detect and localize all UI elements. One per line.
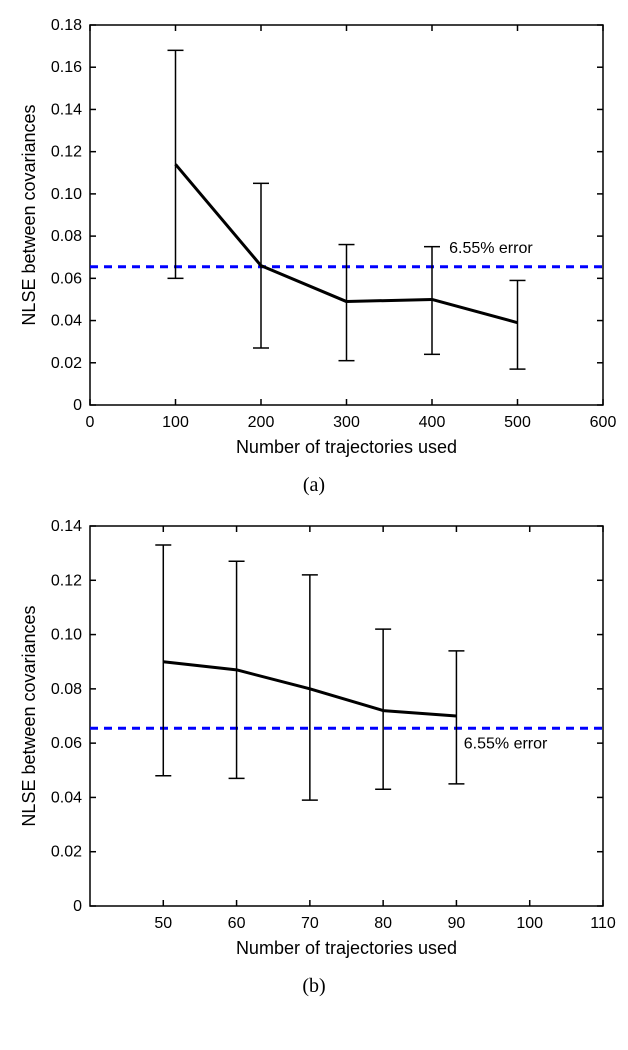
- panel-b: 50 60 70 80 90 100 110 0 0.02 0.04 0.06 0.08 0.10 0.1…: [10, 511, 618, 998]
- svg-text:90: 90: [448, 915, 466, 932]
- svg-text:0.16: 0.16: [51, 59, 82, 76]
- svg-text:6.55% error: 6.55% error: [464, 736, 548, 753]
- svg-text:100: 100: [162, 414, 189, 431]
- figure-container: 010020030040050060000.020.040.060.080.10…: [10, 10, 618, 998]
- svg-text:0.18: 0.18: [51, 17, 82, 34]
- svg-text:0.04: 0.04: [51, 313, 82, 330]
- svg-text:0: 0: [86, 414, 95, 431]
- panel-a: 0 100 200 300 400 500 600 0 0.02 0.04 0.06 0.08 0.10…: [10, 10, 618, 497]
- svg-text:0.10: 0.10: [51, 627, 82, 644]
- svg-text:300: 300: [333, 414, 360, 431]
- svg-text:400: 400: [419, 414, 446, 431]
- svg-text:80: 80: [374, 915, 392, 932]
- svg-text:0.10: 0.10: [51, 186, 82, 203]
- caption-a: (a): [10, 474, 618, 497]
- svg-text:0: 0: [73, 397, 82, 414]
- svg-text:Number of trajectories used: Number of trajectories used: [236, 938, 457, 958]
- svg-text:0.14: 0.14: [51, 518, 82, 535]
- chart-b: 50 60 70 80 90 100 110 0 0.02 0.04 0.06 0.08 0.10 0.1…: [10, 511, 618, 971]
- svg-text:500: 500: [504, 414, 531, 431]
- svg-text:200: 200: [248, 414, 275, 431]
- svg-text:0.06: 0.06: [51, 735, 82, 752]
- svg-text:NLSE between covariances: NLSE between covariances: [19, 104, 39, 325]
- svg-text:0.12: 0.12: [51, 144, 82, 161]
- svg-text:0.02: 0.02: [51, 844, 82, 861]
- svg-text:0.12: 0.12: [51, 572, 82, 589]
- svg-text:Number of trajectories used: Number of trajectories used: [236, 437, 457, 457]
- svg-text:0: 0: [73, 898, 82, 915]
- svg-text:0.14: 0.14: [51, 101, 82, 118]
- chart-a: 0 100 200 300 400 500 600 0 0.02 0.04 0.06 0.08 0.10…: [10, 10, 618, 470]
- svg-text:NLSE between covariances: NLSE between covariances: [19, 605, 39, 826]
- svg-text:0.08: 0.08: [51, 681, 82, 698]
- svg-text:0.06: 0.06: [51, 270, 82, 287]
- svg-text:100: 100: [516, 915, 543, 932]
- svg-text:70: 70: [301, 915, 319, 932]
- svg-text:110: 110: [590, 915, 616, 932]
- svg-text:0.04: 0.04: [51, 789, 82, 806]
- svg-text:0.02: 0.02: [51, 355, 82, 372]
- svg-text:600: 600: [590, 414, 617, 431]
- caption-b: (b): [10, 975, 618, 998]
- svg-text:0.08: 0.08: [51, 228, 82, 245]
- svg-text:50: 50: [154, 915, 172, 932]
- svg-text:60: 60: [228, 915, 246, 932]
- svg-text:6.55% error: 6.55% error: [449, 240, 533, 257]
